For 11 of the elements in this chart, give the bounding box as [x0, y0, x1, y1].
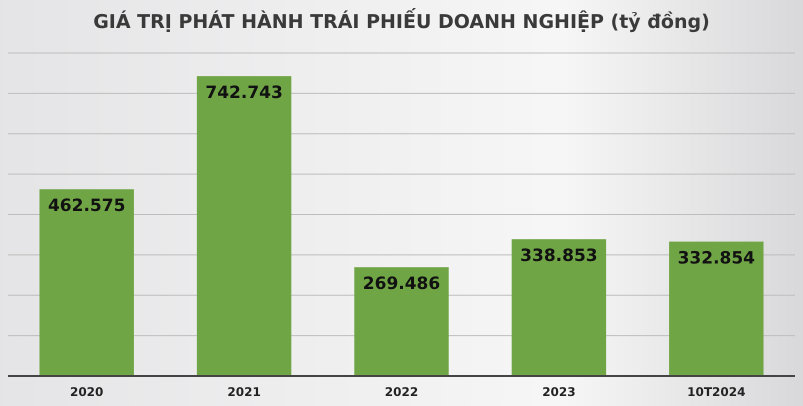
x-tick-label: 2023	[542, 385, 576, 399]
data-label: 338.853	[520, 246, 598, 266]
data-label: 462.575	[48, 196, 126, 216]
chart-title: GIÁ TRỊ PHÁT HÀNH TRÁI PHIẾU DOANH NGHIỆP (tỷ đồng)	[93, 7, 710, 33]
data-label: 332.854	[678, 248, 756, 269]
data-label: 742.743	[205, 83, 283, 104]
x-tick-label: 2020	[70, 385, 104, 399]
x-tick-label: 10T2024	[687, 385, 746, 399]
x-tick-label: 2022	[384, 385, 418, 399]
data-label: 269.486	[362, 274, 440, 294]
x-tick-label: 2021	[227, 385, 261, 399]
